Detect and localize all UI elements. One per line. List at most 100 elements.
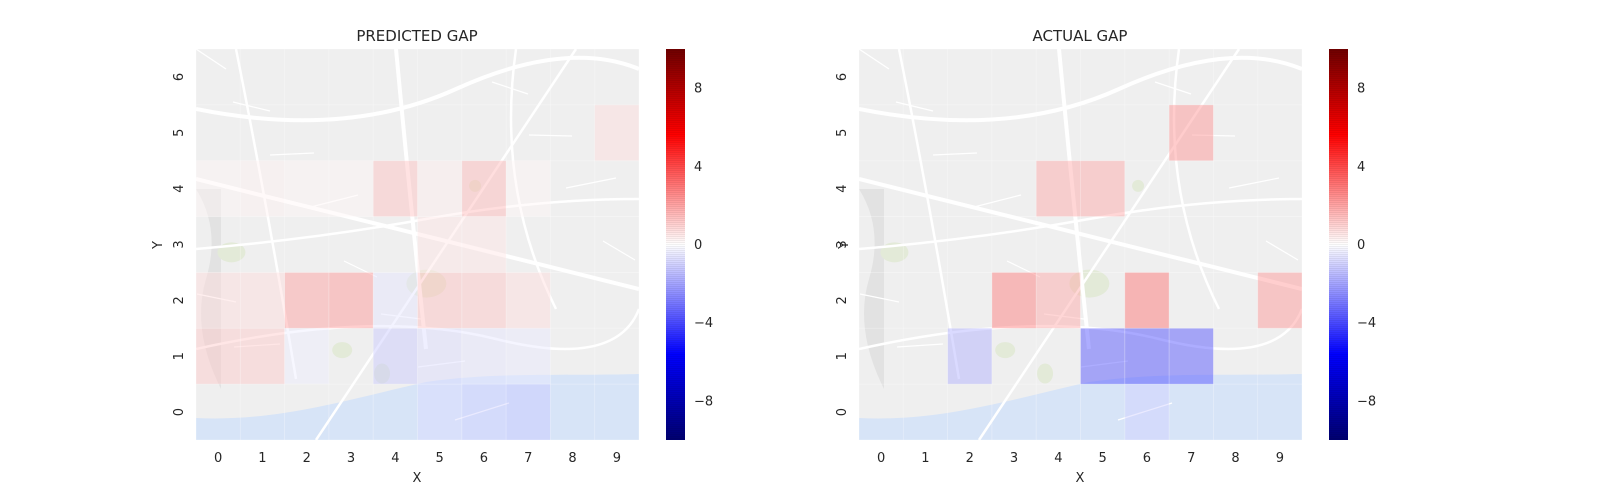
heatmap-cell: [1257, 272, 1302, 329]
map-river: [196, 374, 639, 440]
heatmap-cell: [284, 272, 329, 329]
heatmap-cell: [196, 160, 241, 217]
heatmap-cell: [594, 104, 639, 161]
map-road: [196, 177, 639, 291]
x-tick-label: 5: [436, 451, 444, 466]
x-tick-label: 2: [966, 451, 974, 466]
x-tick-label: 7: [524, 451, 532, 466]
map-street: [1228, 177, 1280, 189]
heatmap-cell: [461, 272, 507, 329]
y-tick-label: 4: [172, 185, 187, 193]
heatmap-cells: [195, 48, 640, 441]
map-road: [196, 55, 639, 123]
heatmap-cell: [461, 216, 507, 273]
heatmap-cell: [991, 272, 1037, 329]
heatmap-cell: [284, 328, 329, 385]
map-street: [1080, 360, 1129, 368]
chart-title: PREDICTED GAP: [356, 27, 477, 45]
x-tick-label: 0: [214, 451, 222, 466]
y-tick-label: 0: [172, 408, 187, 416]
heatmap-cell: [196, 272, 241, 329]
colorbar-tick-label: −4: [694, 316, 713, 331]
map-street: [417, 360, 466, 368]
map-street: [269, 152, 315, 156]
heatmap-cell: [947, 328, 992, 385]
x-tick-label: 4: [391, 451, 399, 466]
map-relief: [196, 189, 221, 389]
heatmap-cell: [1169, 104, 1214, 161]
y-tick-label: 1: [172, 352, 187, 360]
map-road: [196, 197, 639, 251]
y-tick-label: 2: [172, 296, 187, 304]
map-road: [196, 308, 639, 351]
y-tick-label: 6: [172, 73, 187, 81]
heatmap-cell: [461, 328, 507, 385]
heatmap-cell: [417, 272, 462, 329]
map-road: [977, 49, 1241, 440]
heatmap-cell: [1080, 328, 1125, 385]
heatmap-cell: [461, 160, 507, 217]
map-street: [896, 343, 944, 348]
map-street: [528, 134, 573, 137]
heatmap-cell: [506, 328, 551, 385]
x-axis-label: X: [1076, 471, 1085, 486]
x-tick-label: 4: [1054, 451, 1062, 466]
map-road: [859, 308, 1302, 351]
colorbar-texture: [1329, 49, 1348, 440]
map-relief: [859, 189, 884, 389]
x-tick-label: 1: [921, 451, 929, 466]
heatmap-cell: [1169, 328, 1214, 385]
heatmap-cell: [240, 328, 285, 385]
heatmap-cell: [328, 272, 374, 329]
colorbar-tick-label: 8: [1357, 82, 1365, 97]
colorbar-tick-label: 4: [1357, 160, 1365, 175]
map-road: [394, 49, 428, 350]
map-street: [895, 101, 934, 112]
map-river: [859, 374, 1302, 440]
map-road: [314, 49, 578, 440]
x-tick-label: 6: [1143, 451, 1151, 466]
map-street: [1006, 260, 1041, 278]
y-tick-labels: 0 1 2 3 4 5 6: [172, 73, 187, 416]
map-street: [196, 293, 237, 303]
heatmap-cell: [373, 160, 418, 217]
map-street: [380, 313, 422, 320]
map-street: [1265, 240, 1299, 261]
heatmap-cell: [417, 160, 462, 217]
map-park: [995, 342, 1016, 359]
y-tick-label: 3: [835, 240, 850, 248]
y-tick-label: 5: [835, 129, 850, 137]
heatmap-cell: [417, 216, 462, 273]
map-road: [859, 177, 1302, 291]
heatmap-cell: [1036, 160, 1081, 217]
colorbar-texture: [666, 49, 685, 440]
heatmap-cell: [506, 384, 551, 440]
x-tick-label: 1: [258, 451, 266, 466]
x-tick-label: 3: [1010, 451, 1018, 466]
x-tick-label: 8: [1231, 451, 1239, 466]
heatmap-cell: [1124, 328, 1170, 385]
colorbar-tick-label: −8: [694, 394, 713, 409]
heatmap-cell: [417, 328, 462, 385]
map-street: [859, 293, 900, 303]
map-park: [1132, 179, 1145, 192]
colorbar-tick-label: 4: [694, 160, 702, 175]
map-road: [1172, 49, 1221, 310]
x-tick-label: 8: [568, 451, 576, 466]
x-tick-label: 0: [877, 451, 885, 466]
heatmap-cell: [328, 160, 374, 217]
heatmap-cell: [1080, 160, 1125, 217]
map-road: [859, 55, 1302, 123]
heatmap-cell: [461, 384, 507, 440]
map-street: [969, 194, 1022, 209]
map-road: [1057, 49, 1091, 350]
colorbar: 8 4 0 −4 −8: [1329, 49, 1376, 440]
map-park: [374, 363, 391, 384]
map-street: [343, 260, 378, 278]
y-tick-label: 3: [172, 240, 187, 248]
y-tick-labels: 0 1 2 3 4 5 6: [835, 73, 850, 416]
heatmap-cell: [417, 384, 462, 440]
map-street: [196, 49, 227, 70]
x-tick-labels: 0 1 2 3 4 5 6 7 8 9: [214, 451, 621, 466]
